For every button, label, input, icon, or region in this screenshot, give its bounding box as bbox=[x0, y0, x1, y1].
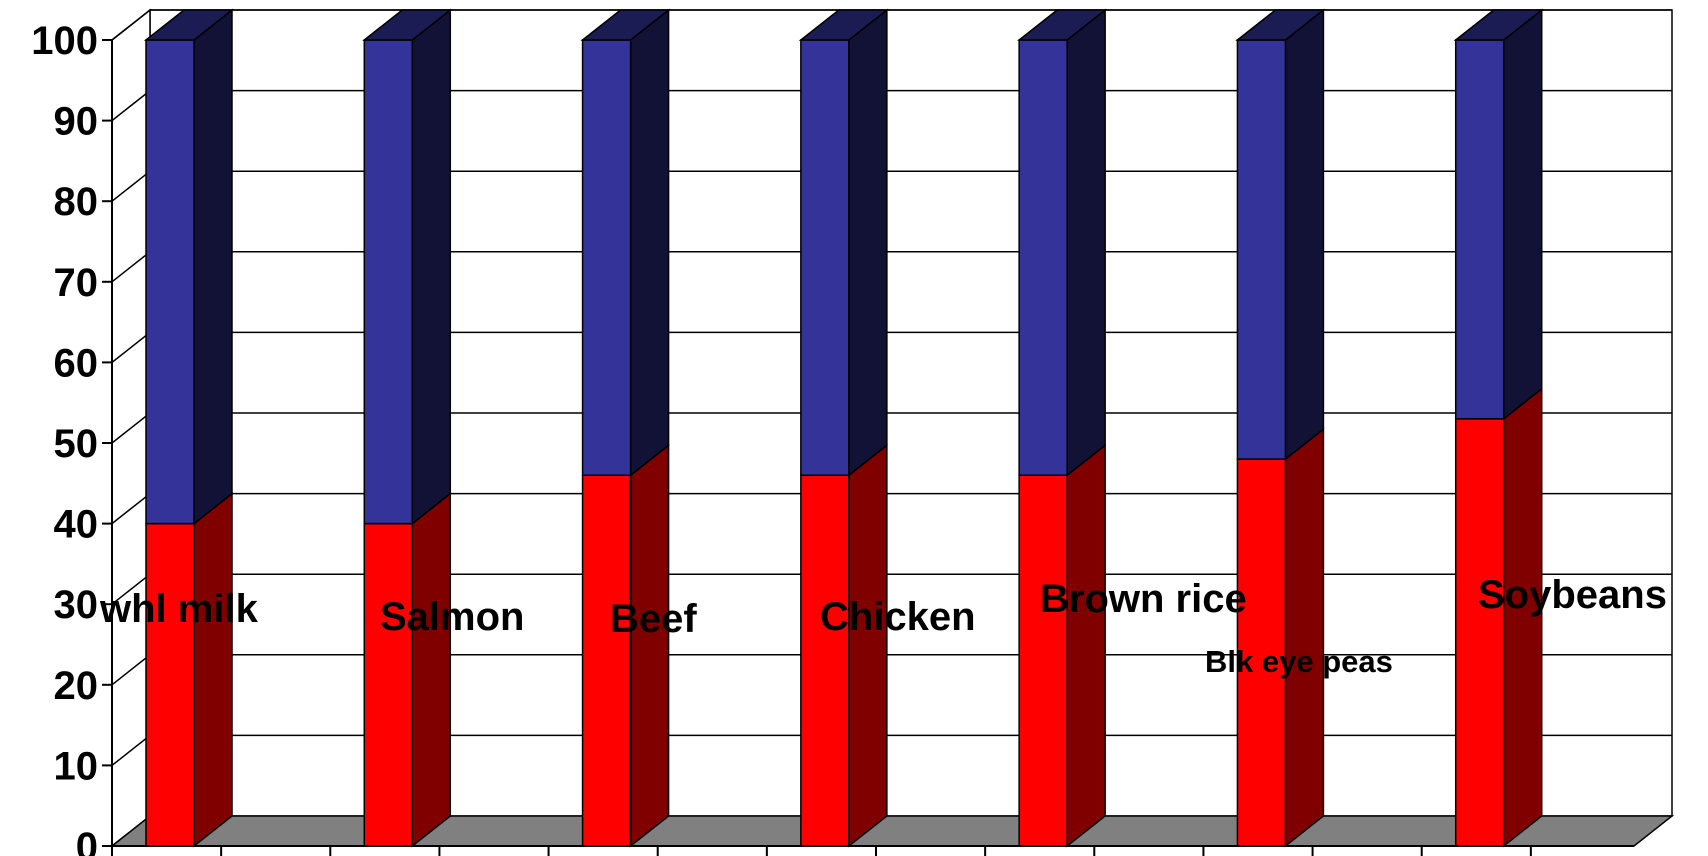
bar-brown-rice-segment-1 bbox=[1018, 443, 1106, 848]
bars bbox=[143, 8, 1544, 848]
bar-top-face bbox=[1235, 9, 1326, 41]
category-label-soybeans: Soybeans bbox=[1478, 573, 1667, 617]
bar-side-face bbox=[1502, 387, 1543, 848]
bar-side-face bbox=[1284, 8, 1325, 461]
bar-front-face bbox=[1454, 39, 1505, 420]
bar-chicken-segment-1 bbox=[800, 443, 888, 848]
bar-beef-segment-1 bbox=[581, 443, 670, 848]
bar-beef-segment-2 bbox=[580, 8, 671, 477]
category-label-chicken: Chicken bbox=[820, 595, 976, 639]
bar-salmon-segment-2 bbox=[362, 8, 453, 526]
y-tick-label-0: 0 bbox=[76, 825, 98, 856]
category-label-salmon: Salmon bbox=[380, 595, 524, 639]
y-tick-label-100: 100 bbox=[31, 19, 98, 63]
bar-top-face bbox=[798, 9, 890, 41]
bar-side-face bbox=[193, 492, 233, 848]
bar-side-face bbox=[193, 8, 233, 526]
bar-front-face bbox=[1018, 474, 1068, 847]
bar-front-face bbox=[145, 39, 195, 525]
y-tick-label-40: 40 bbox=[54, 503, 99, 547]
bar-side-face bbox=[629, 8, 670, 477]
y-tick-label-90: 90 bbox=[54, 100, 99, 144]
bar-top-face bbox=[1016, 9, 1108, 41]
bar-side-face bbox=[411, 8, 452, 526]
bar-front-face bbox=[363, 39, 414, 525]
bar-brown-rice-segment-2 bbox=[1016, 8, 1108, 477]
bar-whl-milk-segment-1 bbox=[145, 492, 233, 848]
bar-top-face bbox=[1453, 9, 1544, 41]
y-tick-label-30: 30 bbox=[54, 583, 99, 627]
category-labels: whl milk Salmon Beef Chicken Brown rice Blk e… bbox=[99, 573, 1667, 679]
bar-front-face bbox=[1236, 39, 1287, 460]
y-tick-label-50: 50 bbox=[54, 422, 99, 466]
bar-side-face bbox=[1502, 8, 1543, 421]
bar-top-face bbox=[580, 9, 671, 41]
floor-plane bbox=[109, 815, 1675, 847]
bar-chicken-segment-2 bbox=[798, 8, 890, 477]
category-label-beef: Beef bbox=[610, 597, 697, 641]
bar-side-face bbox=[629, 443, 670, 848]
y-tick-label-20: 20 bbox=[54, 664, 99, 708]
y-tick-label-70: 70 bbox=[54, 261, 99, 305]
category-label-whl-milk: whl milk bbox=[99, 587, 259, 631]
bar-side-face bbox=[848, 8, 888, 477]
bar-side-face bbox=[848, 443, 888, 848]
y-tick-label-10: 10 bbox=[54, 744, 99, 788]
y-tick-label-60: 60 bbox=[54, 341, 99, 385]
bar-front-face bbox=[581, 39, 632, 476]
bar-blk-eye-peas-segment-1 bbox=[1236, 427, 1325, 848]
bar-soybeans-segment-1 bbox=[1454, 387, 1543, 848]
bar-top-face bbox=[143, 9, 235, 41]
bar-whl-milk-segment-2 bbox=[143, 8, 235, 526]
bar-front-face bbox=[1018, 39, 1068, 476]
y-tick-label-80: 80 bbox=[54, 180, 99, 224]
bar-front-face bbox=[1236, 458, 1287, 847]
bar-front-face bbox=[363, 522, 414, 847]
chart-walls bbox=[111, 8, 1673, 848]
bar-soybeans-segment-2 bbox=[1453, 8, 1544, 421]
gridline-100 bbox=[111, 9, 1672, 41]
bar-side-face bbox=[411, 492, 452, 848]
category-label-blk-eye-peas: Blk eye peas bbox=[1205, 644, 1393, 679]
bar-salmon-segment-1 bbox=[363, 492, 452, 848]
bar-side-face bbox=[1284, 427, 1325, 848]
chart-floor bbox=[109, 815, 1675, 847]
y-tick-labels: 0 10 20 30 40 50 60 70 80 90 100 bbox=[31, 19, 98, 856]
bar-side-face bbox=[1066, 443, 1106, 848]
bar-top-face bbox=[362, 9, 453, 41]
bar-front-face bbox=[145, 522, 195, 847]
category-label-brown-rice: Brown rice bbox=[1040, 577, 1247, 621]
bar-front-face bbox=[1454, 418, 1505, 847]
bar-side-face bbox=[1066, 8, 1106, 477]
bar-front-face bbox=[800, 474, 850, 847]
bar-blk-eye-peas-segment-2 bbox=[1235, 8, 1326, 461]
bar-front-face bbox=[581, 474, 632, 847]
bar-front-face bbox=[800, 39, 850, 476]
